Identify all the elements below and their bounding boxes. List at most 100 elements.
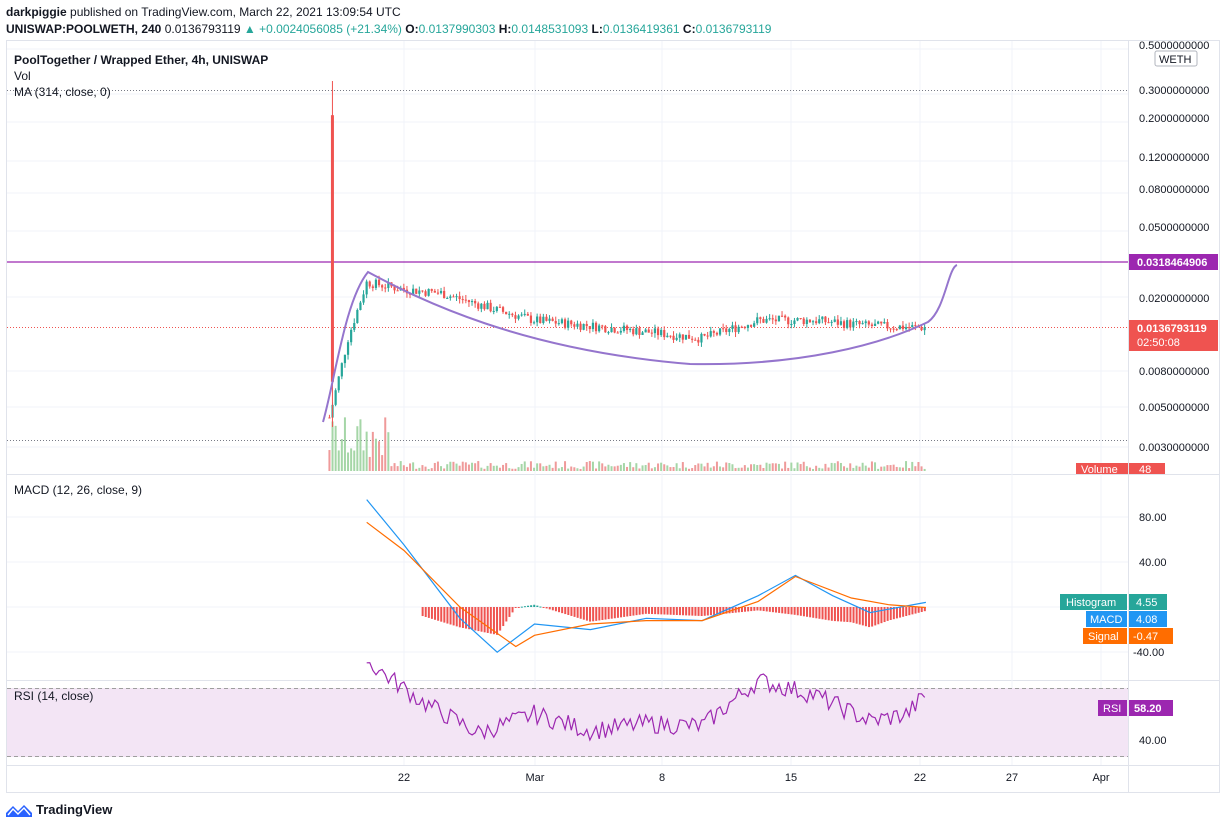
histogram-bar — [911, 607, 914, 615]
macd-axis[interactable]: 80.00 40.00 -40.00 — [1133, 512, 1167, 659]
candle-body — [675, 337, 678, 340]
volume-bar — [666, 465, 669, 471]
candle-body — [756, 317, 759, 324]
candle-body — [359, 302, 362, 310]
candle-body — [489, 302, 492, 312]
histogram-bar — [533, 604, 536, 607]
histogram-label-tag — [1060, 594, 1127, 610]
histogram-bar — [818, 607, 821, 619]
volume-bar — [526, 467, 529, 471]
spike-candle-body — [330, 115, 334, 382]
volume-bar — [436, 461, 439, 471]
volume-bar — [489, 463, 492, 471]
signal-value-tag — [1129, 628, 1173, 644]
candle-body — [833, 319, 836, 322]
candle-body — [784, 315, 787, 318]
candle-body — [350, 329, 353, 343]
candle-body — [619, 330, 622, 333]
volume-bar — [886, 465, 889, 471]
volume-bar — [663, 464, 666, 471]
candle-body — [532, 322, 536, 324]
histogram-bar — [567, 607, 570, 616]
price-tick: 0.0200000000 — [1139, 293, 1209, 305]
last-price-tag — [1129, 320, 1218, 351]
volume-bar — [737, 467, 740, 471]
price-tick: 0.2000000000 — [1139, 113, 1209, 125]
volume-bar — [446, 464, 449, 471]
volume-bar — [601, 463, 604, 471]
volume-bar — [529, 461, 532, 471]
volume-bar — [802, 461, 805, 471]
volume-bar — [626, 466, 629, 471]
candle-body — [650, 332, 653, 334]
candle-body — [793, 320, 796, 325]
candle-body — [647, 329, 650, 333]
candle-body — [901, 325, 905, 330]
histogram-bar — [644, 607, 647, 614]
footer-brand[interactable]: TradingView — [6, 802, 112, 817]
candle-body — [725, 328, 728, 333]
volume-bar — [502, 464, 505, 471]
volume-bar — [399, 461, 402, 471]
volume-bar — [908, 468, 911, 471]
author-name[interactable]: darkpiggie — [6, 5, 67, 19]
histogram-bar — [564, 607, 567, 615]
volume-bar — [905, 461, 908, 471]
time-tick: 15 — [785, 772, 797, 784]
histogram-bar — [514, 607, 517, 608]
candle-body — [337, 376, 340, 391]
volume-bar — [440, 466, 443, 471]
candle-body — [638, 328, 641, 335]
candle-body — [523, 313, 526, 315]
candle-body — [576, 323, 579, 327]
histogram-bar — [626, 607, 629, 617]
volume-bar — [412, 462, 415, 471]
up-arrow-icon: ▲ — [243, 22, 256, 36]
histogram-bar — [616, 607, 619, 618]
volume-bar — [858, 466, 861, 471]
volume-bar — [768, 463, 771, 471]
candle-body — [774, 319, 777, 322]
macd-label-tag — [1086, 611, 1127, 627]
close-label: C: — [682, 22, 696, 36]
publish-text: published on TradingView.com, March 22, … — [70, 5, 401, 19]
candle-body — [526, 313, 529, 316]
cup-pattern-curve[interactable] — [322, 264, 958, 423]
candle-body — [570, 320, 573, 325]
rsi-band — [7, 688, 1128, 757]
histogram-bar — [669, 607, 672, 615]
candle-body — [477, 303, 480, 309]
histogram-bar — [799, 607, 802, 616]
volume-bar — [864, 465, 867, 471]
histogram-bar — [508, 607, 511, 617]
publish-info: darkpiggie published on TradingView.com,… — [6, 4, 401, 20]
candle-body — [384, 287, 387, 289]
volume-bar — [570, 466, 573, 471]
volume-bar — [340, 439, 343, 471]
histogram-bar — [812, 607, 815, 618]
candle-body — [883, 322, 886, 324]
volume-bar — [877, 468, 880, 471]
volume-bar — [874, 462, 877, 471]
histogram-bar — [613, 607, 616, 619]
time-axis[interactable]: 22 Mar 8 15 22 27 Apr — [398, 772, 1110, 784]
histogram-bar — [641, 607, 644, 615]
histogram-bar — [520, 606, 523, 608]
rsi-legend: RSI (14, close) — [14, 689, 94, 703]
histogram-bar — [837, 607, 840, 622]
price-axis[interactable]: 0.5000000000 0.3000000000 0.2000000000 0… — [1139, 40, 1209, 454]
volume-bar — [480, 467, 483, 471]
candle-body — [753, 323, 756, 327]
volume-bar — [750, 464, 753, 471]
candle-body — [517, 315, 520, 319]
volume-bar — [387, 432, 390, 471]
volume-bar — [347, 452, 350, 471]
volume-bar — [381, 455, 384, 471]
candle-body — [563, 319, 567, 328]
volume-bar — [731, 464, 734, 471]
candle-body — [656, 328, 660, 336]
histogram-bar — [762, 607, 765, 612]
candle-body — [613, 327, 616, 333]
candle-body — [461, 299, 464, 301]
